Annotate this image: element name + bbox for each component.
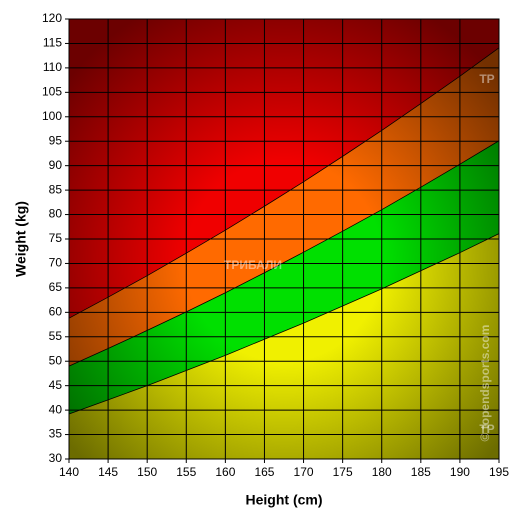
y-tick-label: 105 xyxy=(42,85,62,99)
x-tick-label: 195 xyxy=(489,465,509,479)
boundary-line xyxy=(68,47,500,319)
x-tick-label: 190 xyxy=(450,465,470,479)
x-tick-label: 150 xyxy=(137,465,157,479)
y-axis-title: Weight (kg) xyxy=(13,201,29,277)
y-tick-label: 80 xyxy=(49,207,63,221)
x-tick-label: 140 xyxy=(59,465,79,479)
y-tick-label: 75 xyxy=(49,231,63,245)
watermark: © topendsports.com xyxy=(478,325,492,442)
y-tick-label: 55 xyxy=(49,329,63,343)
x-tick-label: 160 xyxy=(215,465,235,479)
boundary-line xyxy=(68,140,500,367)
x-tick-label: 155 xyxy=(176,465,196,479)
x-tick-label: 145 xyxy=(98,465,118,479)
x-tick-label: 185 xyxy=(411,465,431,479)
y-tick-label: 100 xyxy=(42,109,62,123)
x-tick-label: 170 xyxy=(294,465,314,479)
y-tick-label: 35 xyxy=(49,427,63,441)
boundary-line xyxy=(68,233,500,415)
watermark: TP xyxy=(479,72,494,86)
y-tick-label: 40 xyxy=(49,402,63,416)
x-tick-label: 175 xyxy=(333,465,353,479)
y-tick-label: 70 xyxy=(49,256,63,270)
watermark: ТРИБАЛИ xyxy=(224,258,282,272)
y-tick-label: 65 xyxy=(49,280,63,294)
y-tick-label: 50 xyxy=(49,353,63,367)
x-tick-label: 165 xyxy=(254,465,274,479)
y-tick-label: 115 xyxy=(43,36,62,50)
y-tick-label: 45 xyxy=(49,378,63,392)
y-tick-label: 95 xyxy=(49,133,63,147)
y-tick-label: 60 xyxy=(49,305,63,319)
y-tick-label: 110 xyxy=(43,60,62,74)
y-tick-label: 85 xyxy=(49,182,63,196)
x-axis-title: Height (cm) xyxy=(246,492,323,508)
y-tick-label: 120 xyxy=(42,11,62,25)
watermark: TP xyxy=(479,422,494,436)
plot-border xyxy=(68,18,500,460)
x-tick-label: 180 xyxy=(372,465,392,479)
y-tick-label: 30 xyxy=(49,451,63,465)
y-tick-label: 90 xyxy=(49,158,63,172)
